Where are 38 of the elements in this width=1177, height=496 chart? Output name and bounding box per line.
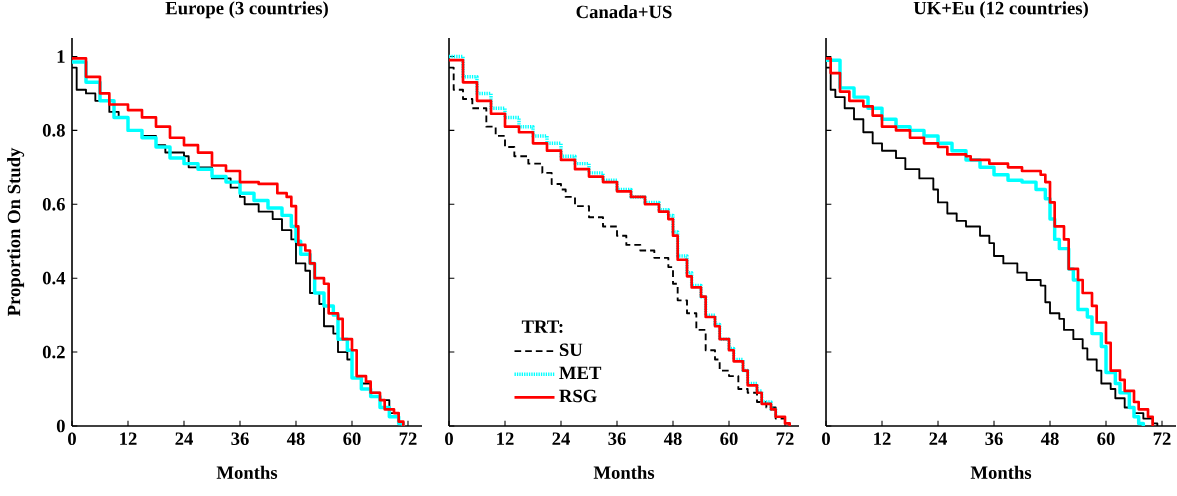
legend-label: MET: [559, 366, 602, 379]
y-tick-label: 0.6: [42, 197, 65, 211]
chart-title: Europe (3 countries): [165, 1, 328, 19]
legend-label: SU: [559, 343, 583, 357]
chart-title: Canada+US: [576, 5, 672, 19]
x-tick-label: 24: [175, 432, 193, 445]
x-tick-label: 12: [497, 432, 514, 445]
x-tick-label: 0: [68, 432, 76, 446]
x-tick-label: 72: [776, 432, 794, 445]
y-tick-label: 1: [57, 50, 65, 63]
x-tick-label: 72: [1153, 432, 1171, 445]
x-tick-label: 36: [608, 432, 626, 446]
chart-title: UK+Eu (12 countries): [913, 1, 1088, 19]
x-tick-label: 60: [1097, 432, 1115, 446]
legend-label: RSG: [559, 389, 597, 403]
x-tick-label: 48: [1040, 432, 1059, 446]
y-axis-title: Proportion On Study: [7, 147, 25, 317]
y-tick-label: 0.8: [42, 124, 65, 137]
x-tick-label: 72: [399, 432, 417, 445]
x-axis-title: Months: [593, 465, 655, 479]
x-tick-label: 24: [552, 432, 570, 445]
x-tick-label: 48: [663, 432, 682, 446]
x-axis-title: Months: [216, 465, 278, 479]
x-tick-label: 36: [231, 432, 249, 446]
x-tick-label: 12: [874, 432, 891, 445]
x-tick-label: 0: [822, 432, 830, 446]
x-tick-label: 48: [286, 432, 305, 446]
x-tick-label: 12: [120, 432, 137, 445]
x-tick-label: 24: [929, 432, 947, 445]
x-tick-label: 0: [445, 432, 453, 446]
y-tick-label: 0.4: [42, 271, 66, 285]
y-tick-label: 0.2: [42, 345, 65, 359]
y-tick-label: 0: [56, 419, 65, 433]
x-tick-label: 60: [343, 432, 361, 446]
legend-title: TRT:: [521, 320, 563, 334]
x-tick-label: 36: [985, 432, 1003, 446]
x-tick-label: 60: [720, 432, 738, 446]
x-axis-title: Months: [970, 465, 1032, 479]
